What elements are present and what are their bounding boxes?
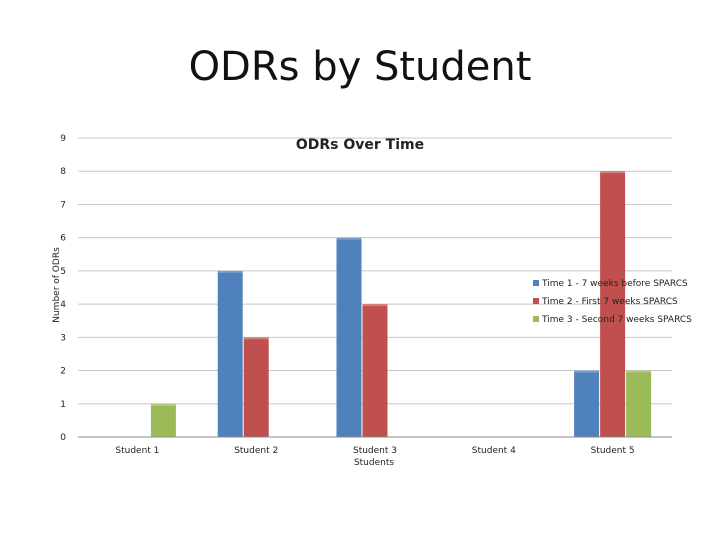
bar [336,237,362,437]
bars [150,171,652,437]
y-tick-label: 2 [60,367,66,377]
bar-highlight [150,403,176,406]
x-tick-labels: Student 1 Student 2 Student 3 Student 4 Stud… [115,446,634,456]
y-tick-label: 6 [60,234,66,244]
y-tick-label: 5 [60,267,66,277]
bar-highlight [217,270,243,273]
bar [362,304,388,437]
y-tick-label: 9 [60,134,66,144]
x-tick-label: Student 2 [234,446,278,456]
y-tick-label: 1 [60,400,66,410]
bar-highlight [574,370,600,373]
slide-title: ODRs by Student [188,44,532,90]
y-axis-label: Number of ODRs [52,247,62,323]
legend-swatch [533,298,539,304]
legend-label: Time 3 - Second 7 weeks SPARCS [541,315,692,325]
legend-swatch [533,280,539,286]
y-tick-label: 0 [60,433,66,443]
x-tick-label: Student 3 [353,446,397,456]
x-tick-label: Student 5 [591,446,635,456]
chart-title: ODRs Over Time [296,137,424,153]
y-tick-label: 3 [60,333,66,343]
bar-highlight [243,337,269,340]
y-tick-label: 8 [60,167,66,177]
bar-highlight [626,370,652,373]
y-tick-labels: 0 1 2 3 4 5 6 7 8 9 [60,134,66,443]
y-tick-label: 4 [60,300,66,310]
x-tick-label: Student 1 [115,446,159,456]
x-axis-label: Students [354,458,394,468]
bar [217,270,243,437]
legend-label: Time 1 - 7 weeks before SPARCS [541,279,688,289]
bar-highlight [362,304,388,307]
bar [243,337,269,437]
legend-label: Time 2 - First 7 weeks SPARCS [541,297,678,307]
bar [574,370,600,437]
bar-highlight [336,237,362,240]
y-tick-label: 7 [60,200,66,210]
bar-highlight [600,171,626,174]
bar [600,171,626,437]
legend-swatch [533,316,539,322]
legend: Time 1 - 7 weeks before SPARCS Time 2 - F… [533,279,692,325]
bar [150,403,176,437]
x-tick-label: Student 4 [472,446,516,456]
bar [626,370,652,437]
